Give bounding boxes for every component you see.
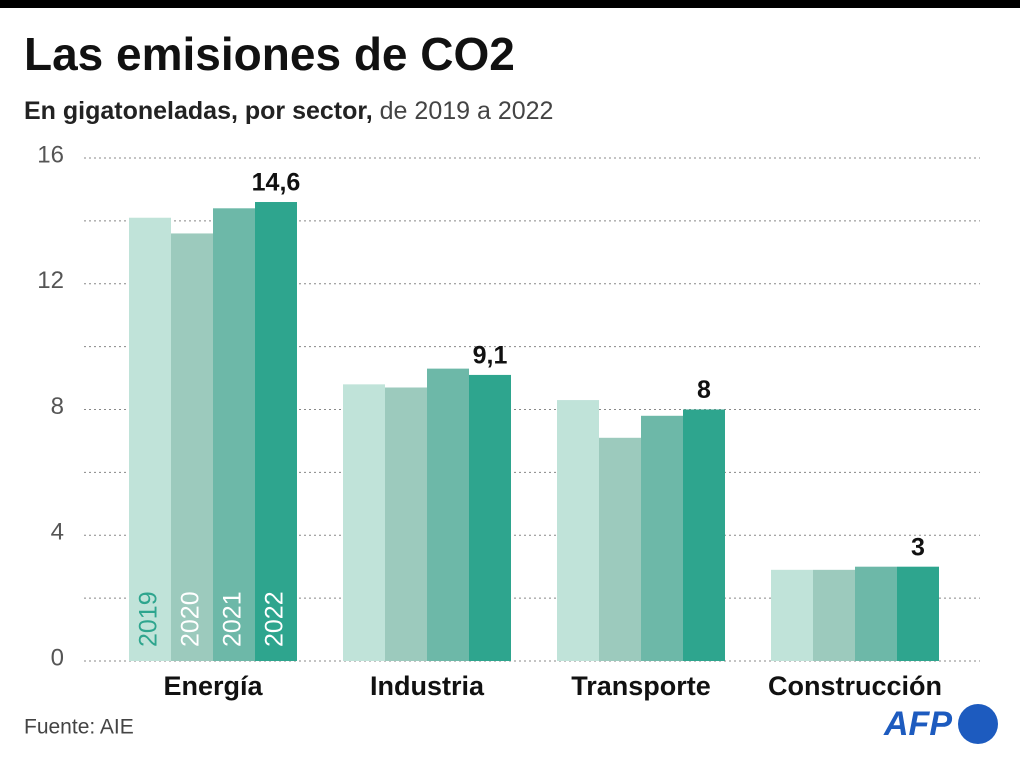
bar <box>129 217 171 661</box>
x-tick-label: Construcción <box>768 671 942 701</box>
y-tick-label: 4 <box>51 519 64 546</box>
top-bar <box>0 0 1020 8</box>
y-tick-label: 16 <box>37 141 64 168</box>
bar <box>427 368 469 661</box>
y-tick-label: 0 <box>51 644 64 671</box>
value-label: 8 <box>697 376 711 404</box>
bar <box>813 569 855 661</box>
value-label: 3 <box>911 533 925 561</box>
chart-title: Las emisiones de CO2 <box>24 28 515 80</box>
bar <box>557 400 599 661</box>
bar <box>771 569 813 661</box>
legend-label: 2022 <box>261 591 289 647</box>
y-tick-label: 8 <box>51 393 64 420</box>
x-tick-label: Transporte <box>571 671 711 701</box>
bar <box>855 566 897 661</box>
x-tick-label: Industria <box>370 671 485 701</box>
legend-label: 2019 <box>135 591 163 647</box>
bar <box>683 409 725 661</box>
bar <box>469 374 511 661</box>
bar <box>385 387 427 661</box>
subtitle-main: En gigatoneladas, por sector, <box>24 97 373 125</box>
value-label: 9,1 <box>473 342 508 370</box>
subtitle: En gigatoneladas, por sector, de 2019 a … <box>24 97 553 125</box>
legend-label: 2020 <box>177 591 205 647</box>
logo: AFP <box>883 705 952 743</box>
bar <box>213 208 255 662</box>
bar <box>171 233 213 661</box>
value-label: 14,6 <box>252 169 301 197</box>
bar <box>343 384 385 661</box>
bar <box>255 202 297 661</box>
source: Fuente: AIE <box>24 716 134 739</box>
logo-circle <box>958 704 998 744</box>
bar <box>599 437 641 661</box>
x-tick-label: Energía <box>163 671 263 701</box>
legend-label: 2021 <box>219 591 247 647</box>
subtitle-detail: de 2019 a 2022 <box>380 97 554 125</box>
y-tick-label: 12 <box>37 267 64 294</box>
bar <box>897 566 939 661</box>
bar <box>641 415 683 661</box>
